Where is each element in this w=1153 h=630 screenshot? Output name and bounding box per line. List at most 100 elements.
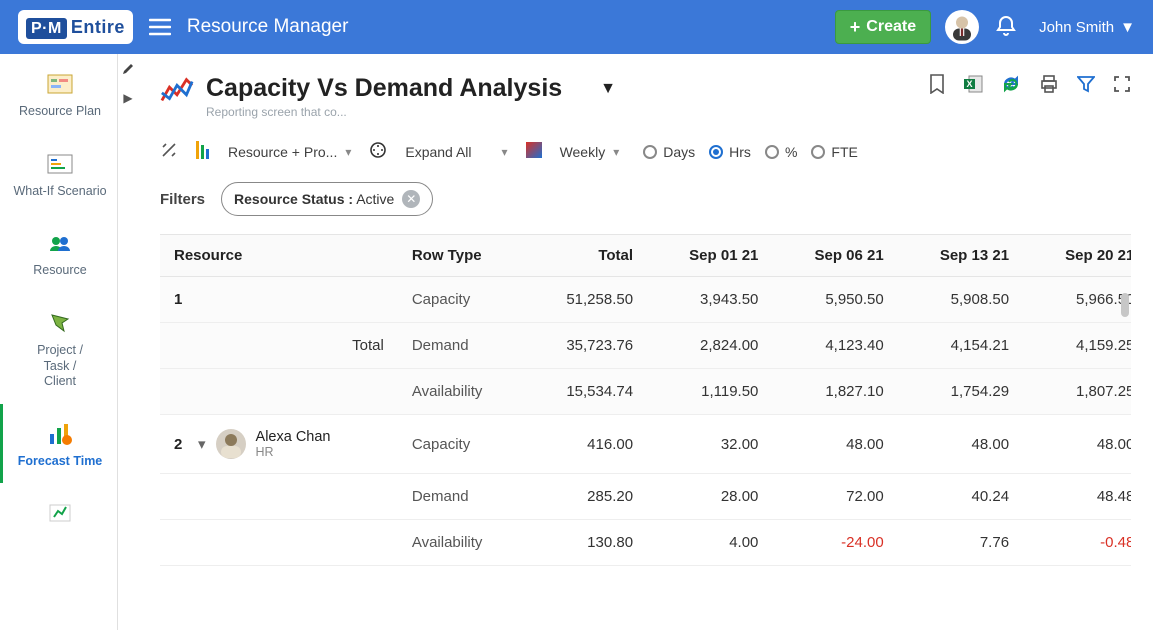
data-cell: 4,123.40 <box>772 323 897 369</box>
hamburger-icon[interactable] <box>149 18 171 36</box>
data-cell: 285.20 <box>525 474 647 520</box>
filter-chip-key: Resource Status : <box>234 191 353 207</box>
filters-row: Filters Resource Status : Active ✕ <box>160 182 1131 216</box>
main-content: Capacity Vs Demand Analysis ▼ Reporting … <box>138 54 1153 630</box>
sidebar-icon <box>7 499 113 527</box>
row-type: Availability <box>398 520 525 566</box>
sidebar-item-resource-plan[interactable]: Resource Plan <box>0 54 117 134</box>
chevron-down-icon: ▾ <box>613 145 619 159</box>
sidebar-item-label: What-If Scenario <box>7 184 113 200</box>
sidebar-icon <box>7 229 113 257</box>
sidebar-item-more[interactable] <box>0 483 117 547</box>
scrollbar-thumb[interactable] <box>1121 293 1129 317</box>
refresh-icon[interactable] <box>1001 74 1021 97</box>
unit-radio-%[interactable]: % <box>765 144 797 160</box>
unit-radio-fte[interactable]: FTE <box>811 144 857 160</box>
data-cell: 5,908.50 <box>898 277 1023 323</box>
unit-label: % <box>785 144 797 160</box>
fullscreen-icon[interactable] <box>1113 75 1131 96</box>
data-cell: 15,534.74 <box>525 369 647 415</box>
close-icon[interactable]: ✕ <box>402 190 420 208</box>
scope-icon[interactable] <box>369 141 387 162</box>
column-header[interactable]: Resource <box>160 235 398 277</box>
expand-right-icon[interactable]: ▶ <box>123 91 132 105</box>
tools-icon[interactable] <box>160 141 178 162</box>
data-cell: 48.00 <box>1023 415 1131 474</box>
data-cell: 5,950.50 <box>772 277 897 323</box>
panel-edge-tools: ▶ <box>118 54 138 630</box>
unit-label: Hrs <box>729 144 751 160</box>
sidebar-item-label: Project /Task /Client <box>7 343 113 390</box>
sidebar-item-forecast-time[interactable]: Forecast Time <box>0 404 117 484</box>
column-header[interactable]: Sep 06 21 <box>772 235 897 277</box>
print-icon[interactable] <box>1039 74 1059 97</box>
bookmark-icon[interactable] <box>929 74 945 97</box>
data-cell: 48.48 <box>1023 474 1131 520</box>
bars-icon[interactable] <box>196 141 210 162</box>
chevron-down-icon[interactable]: ▾ <box>198 435 206 453</box>
username-label: John Smith <box>1039 19 1114 36</box>
sidebar-icon <box>7 309 113 337</box>
sidebar-item-resource[interactable]: Resource <box>0 213 117 293</box>
sidebar-item-label: Forecast Time <box>7 454 113 470</box>
chevron-down-icon: ▾ <box>345 145 351 159</box>
user-menu[interactable]: John Smith ▼ <box>1039 19 1135 36</box>
filter-icon[interactable] <box>1077 75 1095 96</box>
row-type: Availability <box>398 369 525 415</box>
data-cell: -0.48 <box>1023 520 1131 566</box>
unit-label: Days <box>663 144 695 160</box>
column-header[interactable]: Sep 13 21 <box>898 235 1023 277</box>
sidebar-item-label: Resource Plan <box>7 104 113 120</box>
chevron-down-icon: ▾ <box>502 145 508 159</box>
resource-cell <box>160 520 398 566</box>
expand-dropdown[interactable]: Expand All ▾ <box>405 144 507 160</box>
column-header[interactable]: Row Type <box>398 235 525 277</box>
data-cell: 4,159.25 <box>1023 323 1131 369</box>
pencil-icon[interactable] <box>121 62 135 79</box>
title-dropdown-icon[interactable]: ▼ <box>600 80 616 98</box>
unit-radio-days[interactable]: Days <box>643 144 695 160</box>
sidebar-icon <box>7 150 113 178</box>
row-type: Capacity <box>398 277 525 323</box>
data-cell: 1,754.29 <box>898 369 1023 415</box>
sidebar-item-what-if-scenario[interactable]: What-If Scenario <box>0 134 117 214</box>
excel-icon[interactable]: X <box>963 74 983 97</box>
table-row: Availability15,534.741,119.501,827.101,7… <box>160 369 1131 415</box>
resource-cell <box>160 369 398 415</box>
chevron-down-icon: ▼ <box>1120 19 1135 36</box>
grouping-label: Resource + Pro... <box>228 144 337 160</box>
data-cell: 130.80 <box>525 520 647 566</box>
data-cell: 51,258.50 <box>525 277 647 323</box>
row-index: 2 <box>174 436 188 453</box>
data-cell: 72.00 <box>772 474 897 520</box>
table-row: Availability130.804.00-24.007.76-0.48 <box>160 520 1131 566</box>
data-cell: 7.76 <box>898 520 1023 566</box>
filter-chip[interactable]: Resource Status : Active ✕ <box>221 182 433 216</box>
sidebar-item-label: Resource <box>7 263 113 279</box>
top-bar: P·MEntire Resource Manager + Create John… <box>0 0 1153 54</box>
data-grid[interactable]: ResourceRow TypeTotalSep 01 21Sep 06 21S… <box>160 234 1131 590</box>
filters-label: Filters <box>160 191 205 208</box>
data-cell: 48.00 <box>898 415 1023 474</box>
data-cell: 5,966.50 <box>1023 277 1131 323</box>
resource-cell: 2▾Alexa ChanHR <box>160 415 398 474</box>
avatar <box>216 429 246 459</box>
page-subtitle: Reporting screen that co... <box>206 105 616 119</box>
color-icon[interactable] <box>526 142 542 161</box>
unit-radio-hrs[interactable]: Hrs <box>709 144 751 160</box>
bell-icon[interactable] <box>995 14 1017 41</box>
resource-cell: Total <box>160 323 398 369</box>
column-header[interactable]: Sep 20 21 <box>1023 235 1131 277</box>
svg-text:X: X <box>966 79 972 89</box>
table-row: TotalDemand35,723.762,824.004,123.404,15… <box>160 323 1131 369</box>
row-index: 1 <box>174 291 182 308</box>
period-dropdown[interactable]: Weekly ▾ <box>560 144 620 160</box>
user-avatar[interactable] <box>945 10 979 44</box>
page-toolbar: X <box>929 74 1131 97</box>
create-button[interactable]: + Create <box>835 10 931 44</box>
sidebar-item-project-task-client[interactable]: Project /Task /Client <box>0 293 117 404</box>
logo[interactable]: P·MEntire <box>18 10 133 44</box>
column-header[interactable]: Total <box>525 235 647 277</box>
column-header[interactable]: Sep 01 21 <box>647 235 772 277</box>
grouping-dropdown[interactable]: Resource + Pro... ▾ <box>228 144 351 160</box>
